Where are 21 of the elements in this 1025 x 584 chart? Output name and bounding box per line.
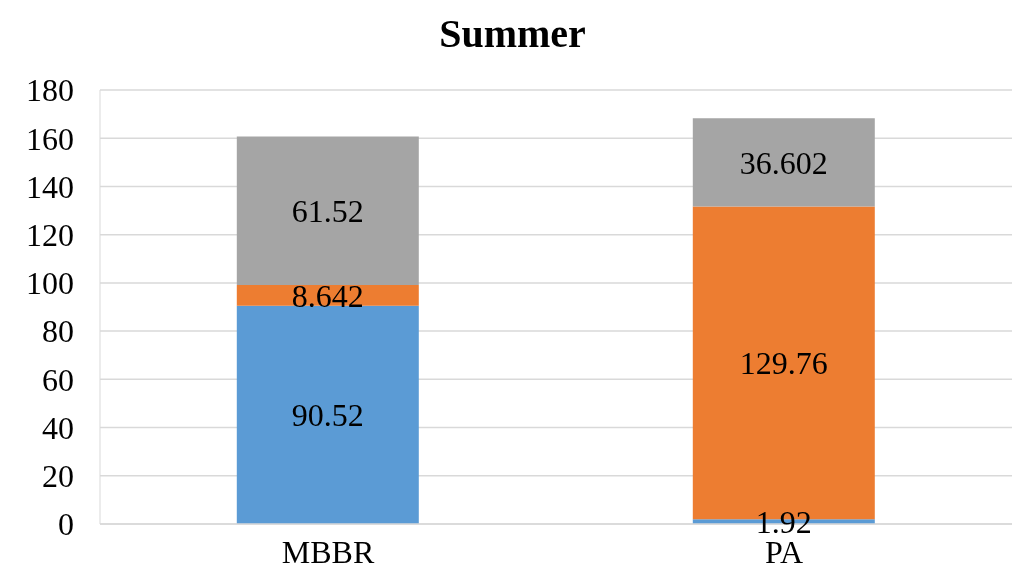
y-tick-label: 160 [26, 120, 74, 157]
bar [236, 305, 419, 524]
y-tick-label: 80 [42, 313, 74, 350]
x-tick-label: PA [765, 533, 803, 570]
x-tick-label: MBBR [281, 533, 375, 570]
chart-title: Summer [438, 10, 587, 58]
y-tick-label: 0 [58, 506, 74, 543]
data-label: 8.642 [291, 277, 364, 314]
y-tick-label: 180 [26, 72, 74, 109]
y-tick-label: 40 [42, 409, 74, 446]
bar [692, 118, 875, 207]
data-label: 90.52 [291, 397, 364, 434]
y-tick-label: 100 [26, 265, 74, 302]
y-tick-label: 120 [26, 217, 74, 254]
y-tick-label: 60 [42, 361, 74, 398]
y-tick-label: 140 [26, 168, 74, 205]
data-label: 129.76 [739, 345, 828, 382]
data-label: 36.602 [739, 144, 828, 181]
data-label: 61.52 [291, 193, 364, 230]
y-tick-label: 20 [42, 458, 74, 495]
bar [236, 136, 419, 285]
